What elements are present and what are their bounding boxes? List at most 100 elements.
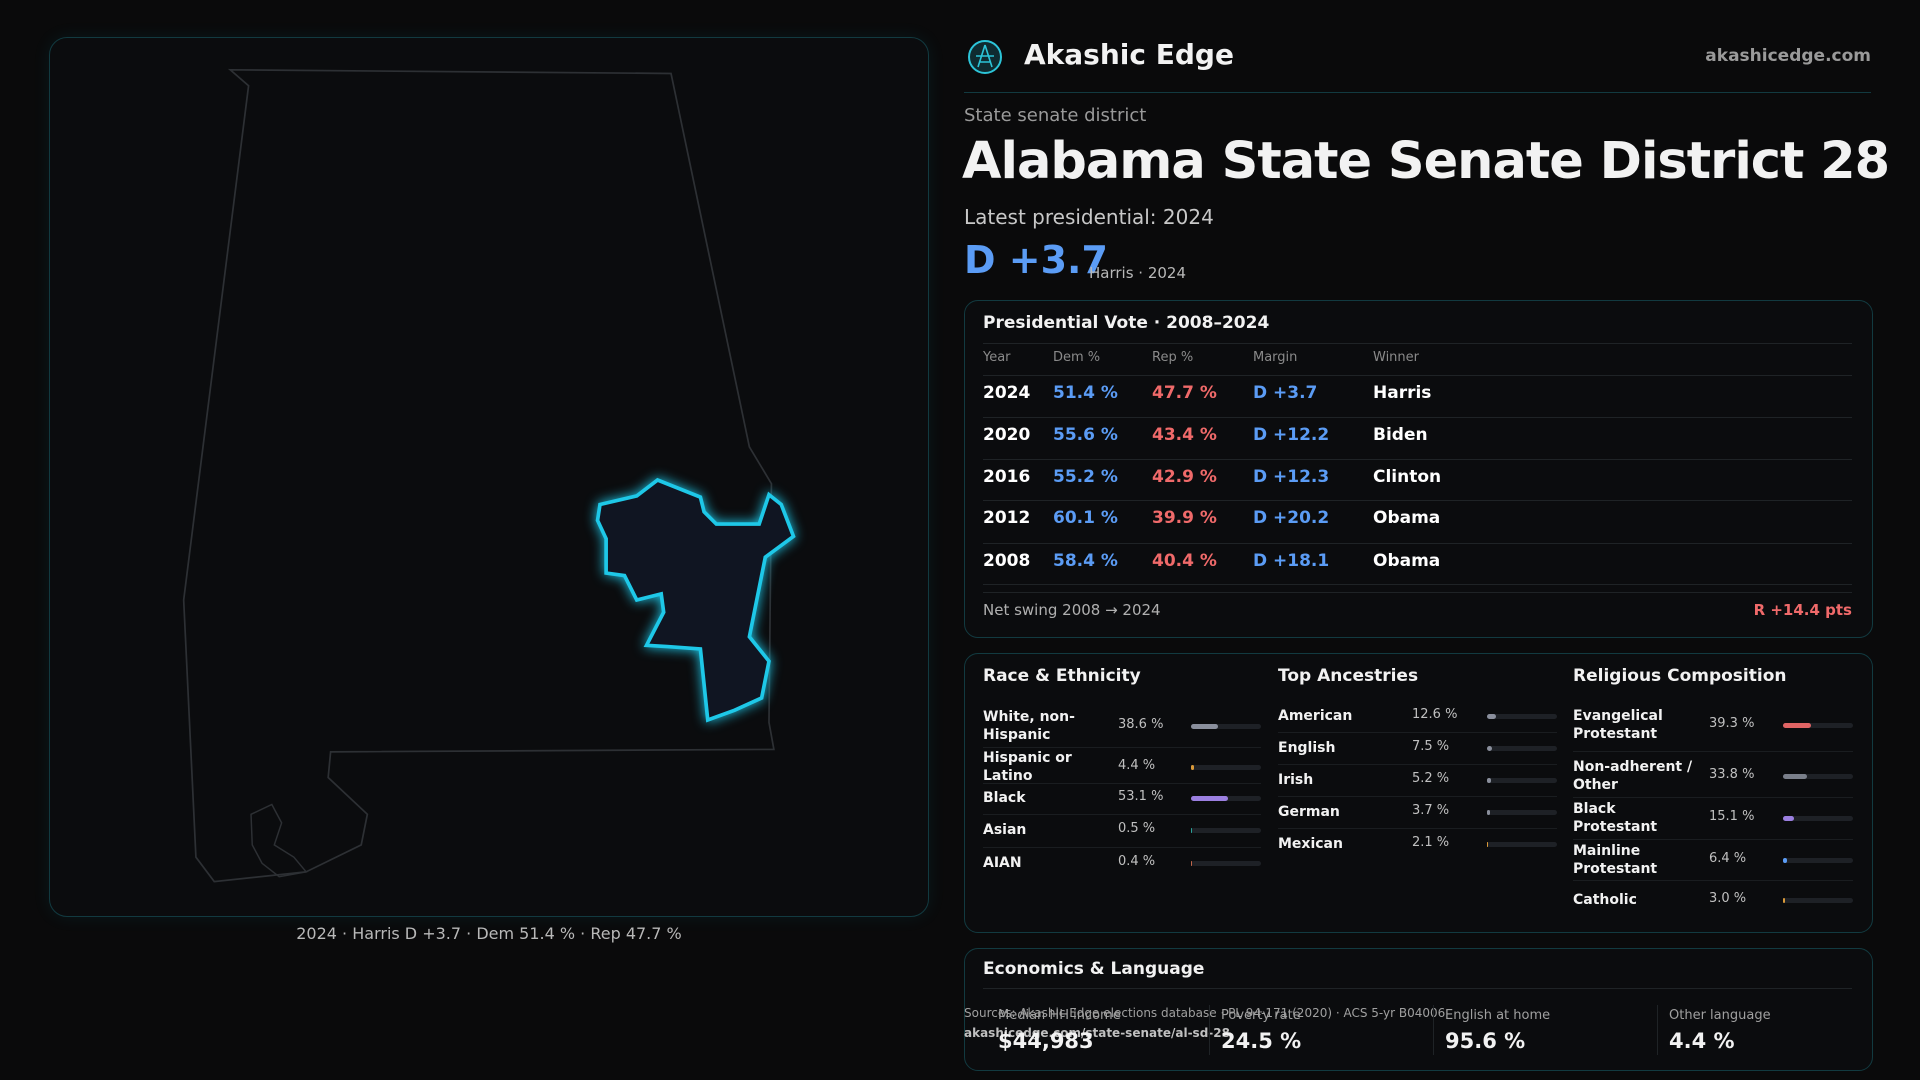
swing-label: Net swing 2008 → 2024 <box>983 601 1161 619</box>
table-cell: 47.7 % <box>1152 383 1217 403</box>
map-caption: 2024 · Harris D +3.7 · Dem 51.4 % · Rep … <box>296 924 682 943</box>
column-header: Dem % <box>1053 350 1101 365</box>
bar-track <box>1191 765 1261 770</box>
district-shape <box>595 477 796 723</box>
item-label: German <box>1278 804 1340 820</box>
bar <box>1191 828 1192 833</box>
divider <box>983 459 1852 460</box>
bar <box>1487 746 1493 751</box>
bar <box>1191 724 1219 729</box>
item-value: 3.7 % <box>1412 803 1450 818</box>
divider <box>1209 1005 1210 1055</box>
item-label: Non-adherent / Other <box>1573 759 1693 793</box>
metric-value: 24.5 % <box>1221 1029 1302 1053</box>
bar-track <box>1191 861 1261 866</box>
bar-track <box>1487 778 1557 783</box>
column-header: Rep % <box>1152 350 1194 365</box>
bar-track <box>1191 724 1261 729</box>
bar <box>1191 796 1229 801</box>
bar <box>1487 842 1489 847</box>
bar-track <box>1783 723 1853 728</box>
divider <box>1278 732 1557 733</box>
card-title: Presidential Vote · 2008–2024 <box>983 313 1270 333</box>
divider <box>1433 1005 1434 1055</box>
bar <box>1783 723 1811 728</box>
item-value: 7.5 % <box>1412 739 1450 754</box>
table-cell: D +3.7 <box>1253 383 1318 403</box>
divider <box>983 746 1261 748</box>
metric-label: Other language <box>1669 1008 1771 1023</box>
item-label: Hispanic or Latino <box>983 750 1072 784</box>
table-cell: 55.6 % <box>1053 425 1118 445</box>
margin-note: Harris · 2024 <box>1089 264 1187 282</box>
table-cell: 39.9 % <box>1152 508 1217 528</box>
divider <box>983 343 1852 344</box>
table-cell: Clinton <box>1373 467 1442 487</box>
table-cell: 2012 <box>983 508 1031 528</box>
bar-track <box>1783 816 1853 821</box>
table-cell: D +12.3 <box>1253 467 1330 487</box>
divider <box>964 92 1871 93</box>
source-line: Sources: Akashic Edge elections database… <box>964 1006 1446 1020</box>
item-label: White, non-Hispanic <box>983 709 1075 743</box>
table-cell: D +20.2 <box>1253 508 1330 528</box>
bar-track <box>1783 774 1853 779</box>
bar <box>1487 778 1491 783</box>
metric-value: 4.4 % <box>1669 1029 1735 1053</box>
bar-track <box>1487 714 1557 719</box>
divider <box>1573 750 1853 752</box>
item-value: 0.5 % <box>1118 821 1156 836</box>
item-value: 6.4 % <box>1709 851 1747 866</box>
bay-outline <box>250 803 308 878</box>
column-header: Winner <box>1373 350 1420 365</box>
item-value: 38.6 % <box>1118 717 1164 732</box>
divider <box>983 988 1852 989</box>
bar <box>1783 858 1788 863</box>
metric-value: $44,983 <box>998 1029 1094 1053</box>
item-label: AIAN <box>983 855 1022 871</box>
site-url: akashicedge.com <box>1705 46 1871 66</box>
item-value: 15.1 % <box>1709 809 1755 824</box>
demographics-card <box>964 653 1873 933</box>
brand: Akashic Edge <box>1024 38 1234 71</box>
bar <box>1487 810 1490 815</box>
item-label: Black <box>983 790 1026 806</box>
item-label: Asian <box>983 822 1027 838</box>
table-cell: 40.4 % <box>1152 551 1217 571</box>
divider <box>983 846 1261 848</box>
bar <box>1783 816 1794 821</box>
page-title: Alabama State Senate District 28 <box>962 132 1890 191</box>
divider <box>983 500 1852 501</box>
table-cell: 55.2 % <box>1053 467 1118 487</box>
card-title: Economics & Language <box>983 959 1205 979</box>
table-cell: 51.4 % <box>1053 383 1118 403</box>
bar-track <box>1487 842 1557 847</box>
item-value: 0.4 % <box>1118 854 1156 869</box>
logo <box>968 40 1002 74</box>
item-label: English <box>1278 740 1336 756</box>
section-title: Top Ancestries <box>1278 666 1419 686</box>
item-value: 53.1 % <box>1118 789 1164 804</box>
latest-label: Latest presidential: 2024 <box>964 205 1214 229</box>
divider <box>983 417 1852 418</box>
state-outline <box>182 68 775 883</box>
bar-track <box>1191 828 1261 833</box>
bar-track <box>1487 746 1557 751</box>
item-value: 4.4 % <box>1118 758 1156 773</box>
table-cell: 58.4 % <box>1053 551 1118 571</box>
item-label: Mexican <box>1278 836 1343 852</box>
bar <box>1487 714 1496 719</box>
map-panel <box>49 37 929 917</box>
kicker: State senate district <box>964 105 1147 126</box>
metric-label: English at home <box>1445 1008 1551 1023</box>
section-title: Race & Ethnicity <box>983 666 1141 686</box>
table-cell: D +18.1 <box>1253 551 1330 571</box>
swing-value: R +14.4 pts <box>1753 601 1852 619</box>
item-label: Mainline Protestant <box>1573 843 1658 877</box>
divider <box>1573 880 1853 881</box>
bar <box>1783 898 1786 903</box>
presidential-card <box>964 300 1873 638</box>
table-cell: 2020 <box>983 425 1031 445</box>
margin-headline: D +3.7 <box>964 238 1108 282</box>
